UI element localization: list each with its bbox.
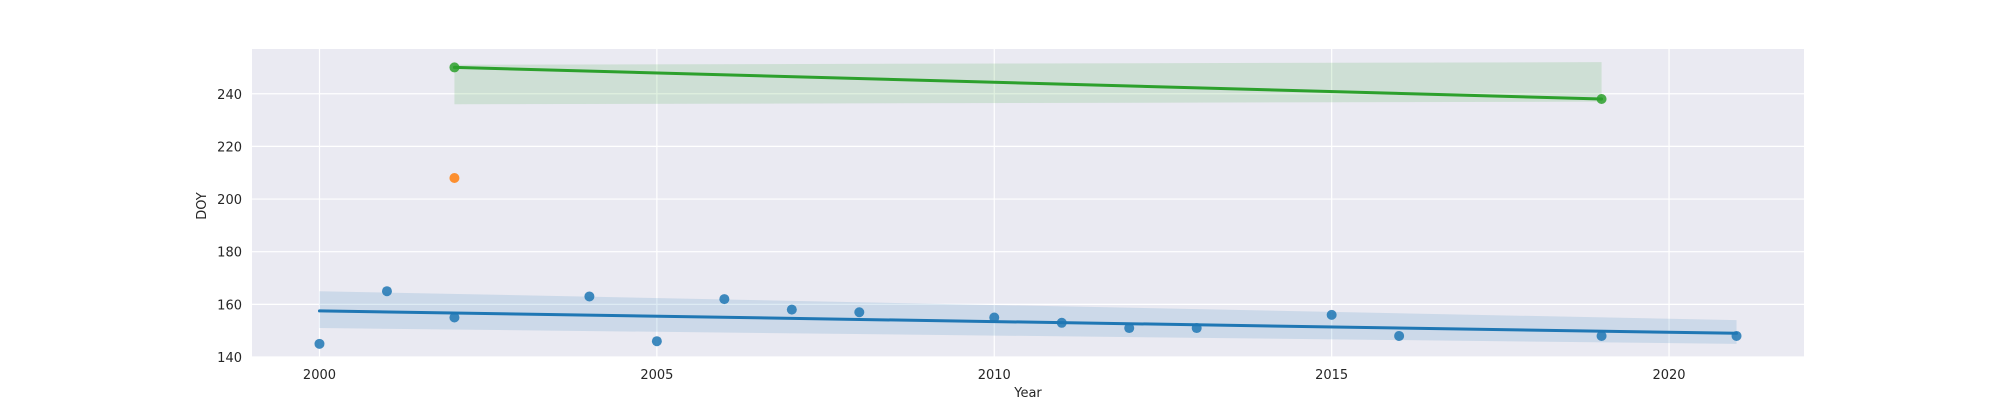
plot-area xyxy=(252,49,1804,357)
y-axis-label: DOY xyxy=(195,192,210,220)
x-tick-label: 2005 xyxy=(640,368,673,383)
regression-line xyxy=(452,65,1604,101)
data-point xyxy=(381,286,392,297)
data-point xyxy=(989,312,1000,323)
y-tick-label: 240 xyxy=(217,88,242,103)
data-point xyxy=(449,172,460,183)
data-point xyxy=(1056,317,1067,328)
tick-labels: 2000 2005 2010 2015 2020 140 160 180 200 220 240 xyxy=(217,88,1685,383)
regression-lines xyxy=(317,65,1739,335)
data-point xyxy=(786,304,797,315)
data-point xyxy=(651,336,662,347)
y-tick-label: 180 xyxy=(217,246,242,261)
data-point xyxy=(1326,309,1337,320)
data-point xyxy=(449,312,460,323)
data-points xyxy=(314,62,1742,349)
data-point xyxy=(854,307,865,318)
data-point xyxy=(449,62,460,73)
y-tick-label: 140 xyxy=(217,351,242,366)
x-axis-label: Year xyxy=(1013,386,1042,400)
grid xyxy=(252,49,1804,358)
x-tick-label: 2020 xyxy=(1652,368,1685,383)
x-tick-label: 2010 xyxy=(978,368,1011,383)
x-tick-label: 2000 xyxy=(303,368,336,383)
data-point xyxy=(1596,330,1607,341)
data-point xyxy=(1191,323,1202,334)
data-point xyxy=(584,291,595,302)
confidence-band xyxy=(319,291,1737,344)
y-tick-label: 160 xyxy=(217,298,242,313)
data-point xyxy=(1124,323,1135,334)
y-tick-label: 220 xyxy=(217,140,242,155)
x-tick-label: 2015 xyxy=(1315,368,1348,383)
data-point xyxy=(314,338,325,349)
data-point xyxy=(719,294,730,305)
regression-line xyxy=(317,309,1739,335)
data-point xyxy=(1596,94,1607,105)
y-tick-label: 200 xyxy=(217,193,242,208)
data-point xyxy=(1394,330,1405,341)
data-point xyxy=(1731,330,1742,341)
